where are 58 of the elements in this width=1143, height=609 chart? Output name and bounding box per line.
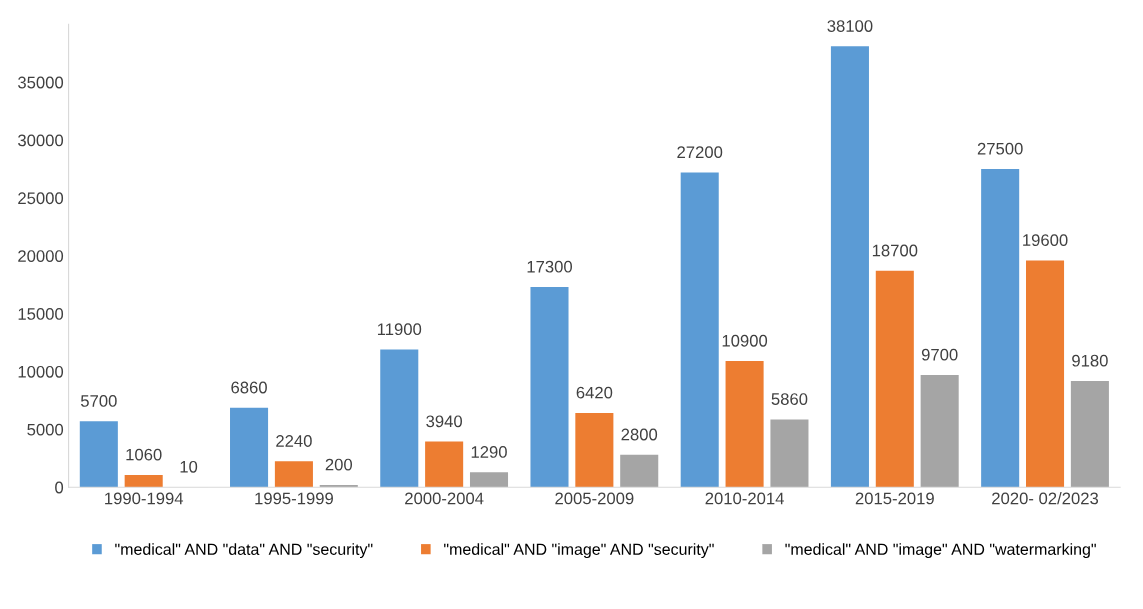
bar (575, 412, 614, 488)
x-tick-label: 1990-1994 (105, 492, 184, 505)
y-tick-label: 5000 (27, 423, 64, 436)
data-label: 27200 (677, 146, 723, 159)
data-label: 6420 (576, 386, 613, 399)
bar (620, 454, 659, 488)
x-tick-label: 2020- 02/2023 (992, 492, 1099, 505)
bar (124, 474, 163, 488)
y-tick-label: 0 (55, 481, 64, 494)
y-tick-label: 35000 (18, 76, 64, 89)
data-label: 10 (180, 460, 198, 473)
legend-label: "medical" AND "image" AND "watermarking" (785, 543, 1096, 559)
data-label: 2240 (276, 435, 312, 447)
data-label: 1290 (471, 446, 507, 458)
bar (530, 287, 569, 488)
data-label: 19600 (1023, 234, 1068, 246)
x-tick-label: 2015-2019 (855, 492, 934, 505)
bar (79, 421, 118, 488)
data-label: 6860 (231, 381, 267, 394)
bar (230, 407, 269, 488)
bar (469, 472, 509, 488)
data-label: 11900 (377, 323, 422, 336)
data-label: 9180 (1072, 354, 1108, 367)
bar (920, 374, 959, 488)
x-tick-label: 2005-2009 (555, 492, 634, 505)
bar (981, 169, 1020, 488)
data-label: 38100 (827, 20, 873, 32)
bar (1026, 260, 1065, 488)
bar (875, 270, 914, 488)
data-label: 17300 (527, 260, 573, 273)
data-label: 3940 (426, 415, 463, 428)
data-label: 18700 (872, 244, 918, 257)
data-label: 1060 (126, 448, 162, 461)
bar (830, 46, 869, 488)
x-tick-label: 2010-2014 (705, 492, 784, 505)
data-label: 10900 (722, 334, 768, 347)
bar (274, 461, 313, 488)
bar (380, 349, 419, 488)
legend-label: "medical" AND "image" AND "security" (444, 543, 714, 559)
data-label: 9700 (921, 348, 958, 361)
y-tick-label: 10000 (18, 365, 64, 378)
data-label: 5860 (771, 393, 808, 405)
data-label: 27500 (977, 142, 1023, 155)
bar (1070, 380, 1109, 488)
data-label: 5700 (80, 395, 117, 407)
bar (725, 361, 764, 488)
data-label: 2800 (621, 428, 658, 441)
x-tick-label: 1995-1999 (255, 492, 333, 505)
y-tick-label: 20000 (18, 250, 64, 262)
bar (680, 172, 719, 488)
y-tick-label: 15000 (18, 308, 64, 320)
y-tick-label: 30000 (18, 134, 64, 147)
bar (770, 419, 809, 488)
x-tick-label: 2000-2004 (405, 492, 484, 505)
y-tick-label: 25000 (18, 192, 64, 205)
bar (425, 441, 464, 488)
legend-label: "medical" AND "data" AND "security" (115, 543, 373, 559)
data-label: 200 (325, 458, 353, 471)
